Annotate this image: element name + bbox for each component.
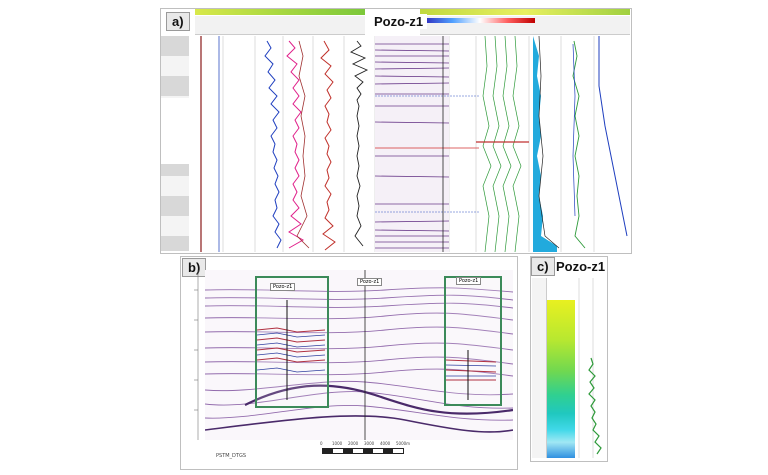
panel-a-top-colorbar-right: [420, 9, 630, 15]
scale-label-5: 5000m: [396, 441, 411, 446]
panel-a-log-tracks: [200, 36, 628, 252]
log-resistivity-red: [320, 40, 336, 251]
seismic-traces: [374, 43, 450, 249]
scale-label-3: 3000: [364, 441, 375, 446]
center-well-tag: Pozo-z1: [357, 278, 383, 286]
panel-a-header-strip: [195, 16, 365, 35]
panel-c-depth-track: [532, 278, 547, 458]
log-gamma-blue: [264, 40, 282, 249]
zoom-inset-right-traces: [446, 350, 496, 400]
log-black: [350, 40, 369, 247]
panel-a-seismic-colorscale: [425, 18, 535, 23]
inset-left-well-tag: Pozo-z1: [270, 283, 296, 291]
panel-a-top-colorbar-left: [195, 9, 365, 15]
log-green: [572, 40, 586, 249]
zoom-inset-right: [444, 276, 502, 406]
panel-b-label: b): [182, 258, 207, 277]
log-filled-cyan: [533, 36, 557, 252]
scale-bar: [322, 448, 404, 454]
scale-label-0: 0: [320, 441, 323, 446]
zoom-inset-left: [255, 276, 329, 408]
synthetic-traces: [482, 36, 522, 252]
panel-c-log: [578, 278, 602, 458]
seismic-footer-text: PSTM_DTGS: [216, 453, 247, 459]
scale-label-4: 4000: [380, 441, 391, 446]
log-magenta: [286, 40, 305, 249]
panel-c-label: c): [531, 257, 555, 276]
panel-a-well-title: Pozo-z1: [370, 14, 428, 29]
log-blue-ramp: [598, 36, 628, 237]
panel-a-label: a): [166, 12, 190, 31]
depth-track-white-band: [161, 98, 189, 164]
scale-label-1: 1000: [332, 441, 343, 446]
inset-right-well-tag: Pozo-z1: [456, 277, 482, 285]
scale-label-2: 2000: [348, 441, 359, 446]
zoom-inset-left-traces: [257, 300, 325, 400]
impedance-color-bar: [547, 300, 575, 458]
scale-bar-labels: 0 1000 2000 3000 4000 5000m: [318, 441, 414, 447]
panel-b-depth-axis: [194, 270, 199, 440]
panel-c-well-title: Pozo-z1: [556, 259, 606, 274]
